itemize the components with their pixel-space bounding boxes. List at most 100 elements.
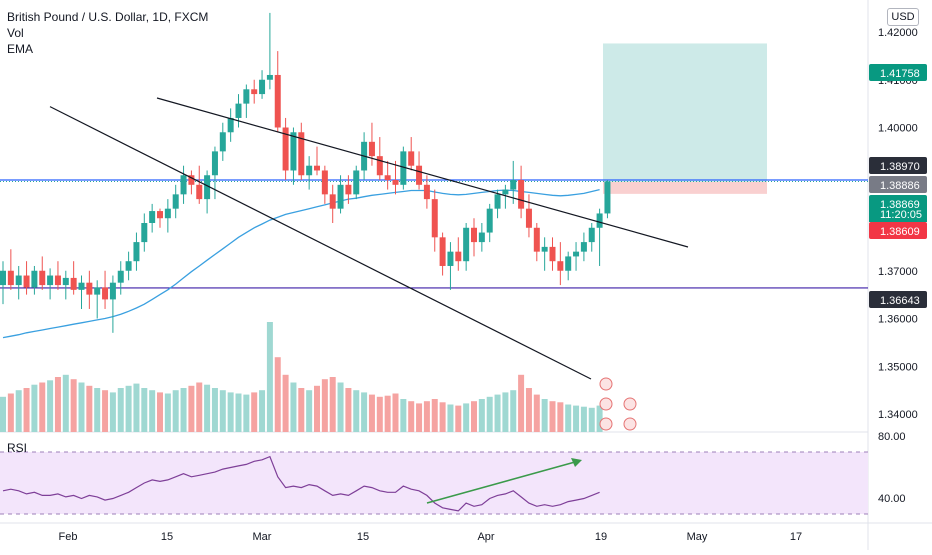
rsi-divergence-arrow[interactable] [426,461,576,504]
candle-body[interactable] [510,180,517,190]
candle-body[interactable] [235,103,242,118]
candle-body[interactable] [439,237,446,266]
position-stop-zone[interactable] [603,181,767,194]
candle-body[interactable] [423,184,430,200]
candle-body[interactable] [172,194,179,209]
symbol-title[interactable]: British Pound / U.S. Dollar, 1D, FXCM [7,10,209,24]
candle-body[interactable] [117,270,124,283]
candle-body[interactable] [486,208,493,233]
candle-body[interactable] [604,181,611,214]
candle-body[interactable] [298,132,305,176]
volume-bar [39,382,46,432]
candle-body[interactable] [251,89,258,95]
candle-body[interactable] [141,223,148,243]
candle-body[interactable] [102,287,109,300]
candle-body[interactable] [353,170,360,195]
candle-body[interactable] [125,261,132,271]
candle-body[interactable] [580,242,587,252]
candle-body[interactable] [541,246,548,252]
candle-body[interactable] [259,79,266,95]
candle-body[interactable] [431,199,438,238]
candle-body[interactable] [204,175,211,200]
currency-badge[interactable]: USD [887,8,919,26]
position-target-zone[interactable] [603,43,767,182]
event-flag-icon[interactable] [599,417,613,431]
candle-body[interactable] [7,270,14,286]
candle-body[interactable] [416,165,423,185]
candle-body[interactable] [109,282,116,300]
candle-body[interactable] [337,184,344,209]
candle-body[interactable] [290,132,297,171]
candle-body[interactable] [518,180,525,209]
candle-body[interactable] [23,275,30,288]
volume-bar [204,384,211,432]
candle-body[interactable] [274,74,281,128]
candle-body[interactable] [368,141,375,157]
candle-body[interactable] [62,277,69,286]
candle-body[interactable] [588,227,595,243]
candle-body[interactable] [573,251,580,257]
candle-body[interactable] [78,282,85,290]
candle-body[interactable] [549,246,556,262]
candle-body[interactable] [0,270,6,286]
indicator-vol-label[interactable]: Vol [7,26,24,40]
candle-body[interactable] [15,275,22,286]
candle-body[interactable] [384,175,391,181]
event-flag-icon[interactable] [623,397,637,411]
event-flag-icon[interactable] [623,417,637,431]
candle-body[interactable] [47,275,54,286]
candle-body[interactable] [596,213,603,228]
candle-body[interactable] [533,227,540,252]
candle-body[interactable] [321,170,328,195]
candle-body[interactable] [314,165,320,171]
event-flag-icon[interactable] [599,377,613,391]
volume-bar [125,385,132,432]
candle-body[interactable] [400,151,407,185]
candle-body[interactable] [494,194,501,209]
candle-body[interactable] [345,184,352,195]
candle-body[interactable] [471,227,477,243]
candle-body[interactable] [376,156,383,176]
candle-body[interactable] [133,242,140,262]
indicator-ema-label[interactable]: EMA [7,42,34,56]
candle-body[interactable] [329,194,336,209]
candle-body[interactable] [180,175,187,195]
trendline-upper[interactable] [156,97,689,248]
price-label-box [869,176,927,193]
candle-body[interactable] [164,208,171,219]
candle-body[interactable] [219,132,226,152]
candle-body[interactable] [188,175,195,185]
candle-body[interactable] [149,211,156,223]
candle-body[interactable] [502,189,509,195]
candle-body[interactable] [408,151,415,166]
candle-body[interactable] [54,275,61,286]
candle-body[interactable] [463,227,470,262]
volume-bar [15,390,22,432]
candle-body[interactable] [31,270,38,288]
event-flag-icon[interactable] [599,397,613,411]
candle-body[interactable] [243,89,250,104]
candle-body[interactable] [478,232,485,243]
candle-body[interactable] [557,261,564,271]
candle-body[interactable] [94,287,101,295]
candle-body[interactable] [196,184,203,200]
candle-body[interactable] [227,117,234,133]
candle-body[interactable] [565,256,572,271]
candle-body[interactable] [282,127,289,171]
candle-body[interactable] [392,180,399,185]
candle-body[interactable] [211,151,218,176]
price-tick-label: 1.36000 [878,314,918,326]
candle-body[interactable] [86,282,93,295]
candle-body[interactable] [266,74,273,80]
candle-body[interactable] [157,211,163,219]
price-label-text: 1.41758 [880,68,920,80]
candle-body[interactable] [39,270,46,286]
candle-body[interactable] [447,251,454,266]
candle-body[interactable] [306,165,313,176]
candle-body[interactable] [525,208,532,228]
candle-body[interactable] [70,277,77,290]
candle-body[interactable] [455,251,462,262]
trendline-lower[interactable] [49,106,592,380]
